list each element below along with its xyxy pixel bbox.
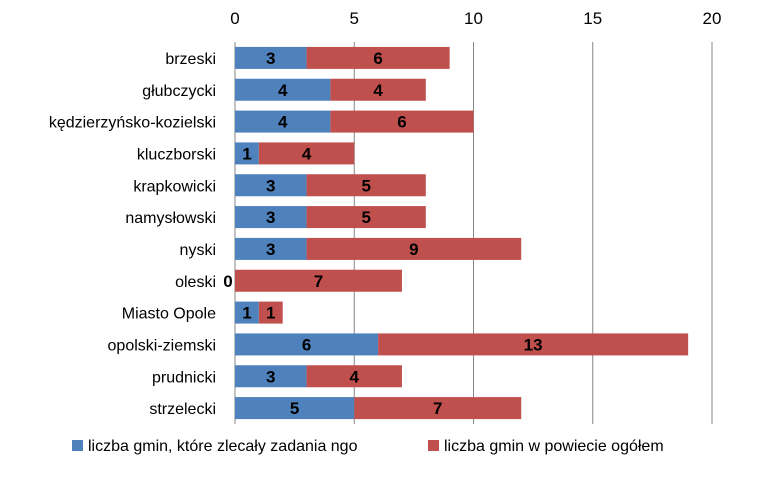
x-tick-label: 10	[464, 9, 483, 28]
data-label: 6	[302, 335, 311, 354]
data-label: 5	[290, 399, 299, 418]
bar-segment	[306, 206, 426, 229]
data-label: 5	[361, 176, 370, 195]
data-label: 4	[373, 81, 383, 100]
bar-segment	[258, 301, 283, 324]
category-label: brzeski	[165, 51, 216, 68]
data-label: 3	[266, 49, 275, 68]
bar-segment	[330, 78, 426, 101]
data-label: 4	[350, 367, 360, 386]
data-label: 13	[524, 335, 543, 354]
x-tick-label: 5	[350, 9, 359, 28]
bar-segment	[235, 365, 307, 388]
data-labels: 3 64 44 61 43 53 53 90 71 16 133 45 7	[223, 49, 542, 418]
category-label: prudnicki	[152, 369, 216, 386]
bar-segment	[235, 110, 331, 133]
bar-segment	[235, 174, 307, 197]
x-tick-label: 0	[230, 9, 239, 28]
data-label: 1	[242, 304, 251, 323]
bars	[235, 46, 689, 420]
data-label: 3	[266, 240, 275, 259]
data-label: 4	[278, 113, 288, 132]
x-tick-label: 20	[703, 9, 722, 28]
bar-segment	[235, 206, 307, 229]
x-tick-label: 15	[583, 9, 602, 28]
bar-segment	[235, 397, 355, 420]
data-label: 3	[266, 176, 275, 195]
data-label: 0	[223, 272, 232, 291]
bar-segment	[258, 142, 355, 165]
bar-segment	[235, 237, 307, 260]
category-label: oleski	[175, 274, 216, 291]
data-label: 4	[278, 81, 288, 100]
data-label: 5	[361, 208, 370, 227]
bar-segment	[235, 78, 331, 101]
bar-segment	[354, 397, 522, 420]
legend-label: liczba gmin, które zlecały zadania ngo	[88, 438, 358, 455]
bar-segment	[330, 110, 474, 133]
data-label: 7	[314, 272, 323, 291]
bar-segment	[306, 365, 402, 388]
category-label: namysłowski	[125, 210, 216, 227]
category-labels: brzeski głubczycki kędzierzyńsko-kozielski…	[49, 51, 216, 418]
data-label: 4	[302, 144, 312, 163]
legend-swatch	[428, 440, 439, 451]
data-label: 3	[266, 367, 275, 386]
data-label: 7	[433, 399, 442, 418]
category-label: opolski-ziemski	[108, 337, 216, 354]
category-label: nyski	[180, 242, 216, 259]
bar-segment	[378, 333, 689, 356]
bar-segment	[306, 174, 426, 197]
bar-segment	[235, 333, 379, 356]
data-label: 3	[266, 208, 275, 227]
data-label: 6	[373, 49, 382, 68]
bar-segment	[235, 269, 402, 292]
data-label: 6	[397, 113, 406, 132]
data-label: 9	[409, 240, 418, 259]
bar-segment	[235, 301, 259, 324]
category-label: kluczborski	[137, 146, 216, 163]
bar-segment	[235, 142, 259, 165]
category-label: krapkowicki	[133, 178, 216, 195]
legend-label: liczba gmin w powiecie ogółem	[444, 438, 664, 455]
bar-segment	[235, 46, 307, 69]
data-label: 1	[266, 304, 275, 323]
category-label: strzelecki	[149, 401, 216, 418]
legend: liczba gmin, które zlecały zadania ngo li…	[72, 438, 664, 455]
x-tick-labels: 0 5 10 15 20	[230, 9, 721, 28]
data-label: 1	[242, 144, 251, 163]
category-label: kędzierzyńsko-kozielski	[49, 115, 216, 132]
category-label: Miasto Opole	[122, 306, 216, 323]
grid-lines	[234, 42, 713, 424]
category-label: głubczycki	[142, 83, 216, 100]
bar-segment	[306, 237, 522, 260]
legend-swatch	[72, 440, 83, 451]
bar-segment	[306, 46, 450, 69]
